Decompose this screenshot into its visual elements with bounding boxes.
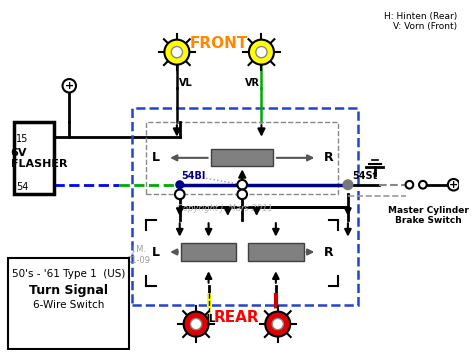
Text: H: Hinten (Rear)
V: Vorn (Front): H: Hinten (Rear) V: Vorn (Front) <box>384 12 457 31</box>
Text: R: R <box>324 246 334 258</box>
Text: REAR: REAR <box>214 310 259 325</box>
Bar <box>181 243 237 261</box>
Text: L: L <box>152 246 160 258</box>
Text: +: + <box>64 81 74 91</box>
Text: 6V
FLASHER: 6V FLASHER <box>10 147 67 169</box>
Text: HR: HR <box>268 315 283 325</box>
Circle shape <box>419 181 427 188</box>
Circle shape <box>176 181 183 188</box>
Circle shape <box>237 190 247 199</box>
Circle shape <box>406 181 413 188</box>
Circle shape <box>343 180 353 190</box>
Bar <box>14 122 54 194</box>
Text: R: R <box>324 151 334 164</box>
Text: 15: 15 <box>17 134 29 144</box>
Text: HL: HL <box>201 315 216 325</box>
Text: Copyright J. Mars 2011: Copyright J. Mars 2011 <box>177 204 273 213</box>
Circle shape <box>63 79 76 92</box>
Circle shape <box>171 46 182 58</box>
Text: Turn Signal: Turn Signal <box>29 284 108 297</box>
Bar <box>132 108 357 305</box>
Text: J.M.
01-09: J.M. 01-09 <box>127 245 150 265</box>
Text: L: L <box>152 151 160 164</box>
Text: Master Cylinder
Brake Switch: Master Cylinder Brake Switch <box>388 206 469 225</box>
Text: 54St: 54St <box>352 171 377 181</box>
Bar <box>248 243 304 261</box>
Circle shape <box>175 190 184 199</box>
Circle shape <box>183 312 209 337</box>
Circle shape <box>272 318 283 330</box>
Text: VR: VR <box>245 78 260 88</box>
Circle shape <box>249 40 274 65</box>
Bar <box>8 258 129 349</box>
Text: 50's - '61 Type 1  (US): 50's - '61 Type 1 (US) <box>11 269 125 279</box>
Text: 54Bl: 54Bl <box>182 171 206 181</box>
Circle shape <box>265 312 290 337</box>
Circle shape <box>448 179 459 191</box>
Bar <box>211 149 273 166</box>
Circle shape <box>237 180 247 190</box>
Text: VL: VL <box>179 78 192 88</box>
Text: +: + <box>449 180 458 190</box>
Text: 6-Wire Switch: 6-Wire Switch <box>33 300 104 310</box>
Circle shape <box>256 46 267 58</box>
Text: 54: 54 <box>17 182 29 192</box>
Bar <box>146 122 338 194</box>
Circle shape <box>164 40 190 65</box>
Circle shape <box>191 318 202 330</box>
Text: FRONT: FRONT <box>190 36 248 51</box>
